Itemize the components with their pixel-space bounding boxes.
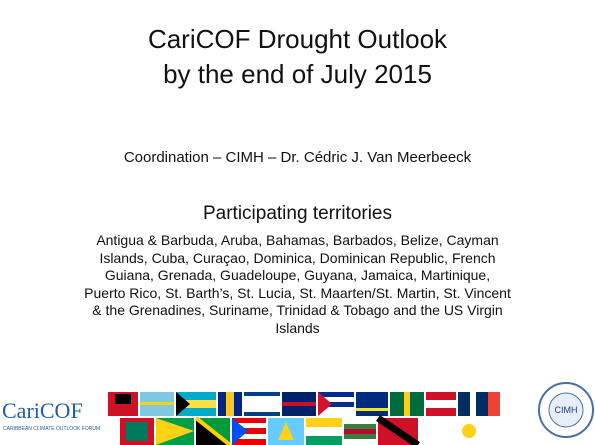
- territories-heading: Participating territories: [202, 203, 393, 224]
- territories-line: & the Grenadines, Suriname, Trinidad & T…: [92, 302, 503, 318]
- title-line: by the end of July 2015: [163, 59, 432, 89]
- territories-line: Islands: [275, 319, 320, 336]
- territories-line: Puerto Rico, St. Barth’s, St. Lucia, St.…: [84, 284, 511, 301]
- flags: [108, 392, 500, 445]
- logo: CariCOF: [2, 398, 83, 423]
- territories-text: Antigua & Barbuda, Aruba, Bahamas, Barba…: [0, 232, 595, 337]
- territories-line: Islands, Cuba, Curaçao, Dominica, Domini…: [99, 249, 496, 266]
- footer: CariCOF CARIBBEAN CLIMATE OUTLOOK FORUM: [2, 382, 594, 445]
- territories-line: Guiana, Grenada, Guadeloupe, Guyana, Jam…: [104, 267, 491, 283]
- coordination: Coordination – CIMH – Dr. Cédric J. Van …: [123, 149, 472, 166]
- title-line: CariCOF Drought Outlook: [147, 24, 448, 54]
- partner-logo-text: CIMH: [555, 405, 578, 415]
- territories-line: Antigua & Barbuda, Aruba, Bahamas, Barba…: [96, 232, 499, 248]
- logo-subtitle: CARIBBEAN CLIMATE OUTLOOK FORUM: [3, 426, 100, 432]
